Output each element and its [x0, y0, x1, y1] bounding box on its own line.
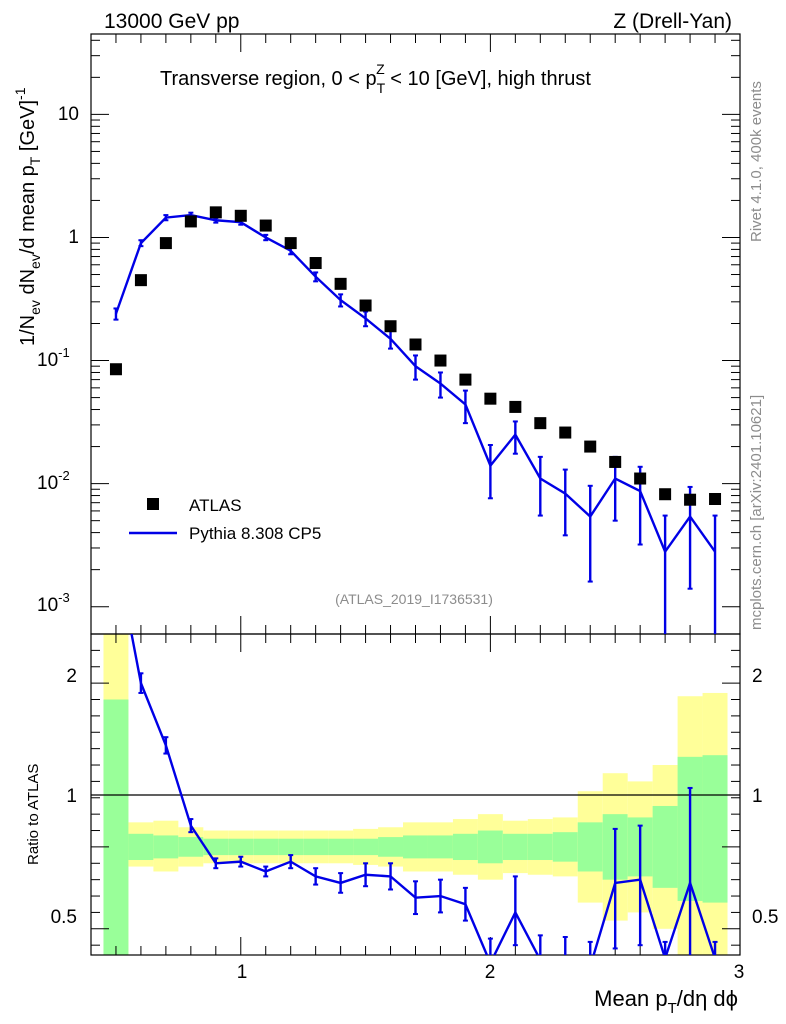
- atlas-data-point: [209, 206, 222, 219]
- axis-ticks: [90, 34, 741, 955]
- inner-band-bin: [328, 838, 354, 856]
- atlas-data-point: [434, 354, 447, 367]
- y-tick-label-10: 10: [58, 104, 79, 125]
- inner-band-bin: [577, 822, 603, 872]
- main-mc-series: [113, 211, 718, 634]
- inner-band-bin: [652, 805, 678, 888]
- ratio-tick-1-right: 1: [752, 786, 763, 807]
- inner-band-bin: [103, 699, 129, 955]
- x-tick-label-3: 3: [734, 962, 745, 983]
- main-data-series: [109, 206, 722, 506]
- legend-label-pythia: Pythia 8.308 CP5: [189, 524, 321, 543]
- atlas-data-point: [384, 320, 397, 333]
- inner-band-bin: [303, 838, 329, 856]
- y-tick-label-1e-2: 10-2: [37, 468, 70, 494]
- main-y-tick-labels: 10 1 10-1 10-2 10-3: [37, 104, 79, 616]
- atlas-data-point: [609, 455, 622, 468]
- atlas-data-point: [684, 493, 697, 506]
- y-tick-label-1: 1: [68, 227, 79, 248]
- legend-marker-atlas: [147, 498, 159, 510]
- x-tick-label-1: 1: [237, 962, 248, 983]
- inner-band-bin: [178, 837, 204, 857]
- inner-band-bin: [477, 830, 503, 864]
- x-axis-label: Mean pT/dη dϕ: [594, 986, 738, 1017]
- x-tick-label-2: 2: [485, 962, 496, 983]
- atlas-data-point: [484, 392, 497, 405]
- atlas-data-point: [284, 237, 297, 250]
- atlas-data-point: [584, 440, 597, 453]
- atlas-data-point: [709, 492, 722, 505]
- atlas-data-point: [109, 363, 122, 376]
- atlas-data-point: [159, 237, 172, 250]
- x-tick-labels: 1 2 3: [237, 962, 745, 983]
- atlas-data-point: [509, 400, 522, 413]
- inner-band-bin: [378, 837, 404, 857]
- ratio-tick-0.5-right: 0.5: [752, 907, 778, 928]
- legend: ATLAS Pythia 8.308 CP5: [129, 496, 321, 543]
- y-tick-label-1e-3: 10-3: [37, 590, 70, 616]
- inner-band-bin: [403, 835, 428, 859]
- analysis-id-label: (ATLAS_2019_I1736531): [335, 591, 493, 607]
- main-panel-title: Transverse region, 0 < pTZ < 10 [GeV], h…: [160, 61, 591, 96]
- atlas-data-point: [559, 426, 572, 439]
- ratio-tick-2-right: 2: [752, 666, 763, 687]
- main-y-axis-label: 1/Nev dNev/d mean pT [GeV]-1: [12, 87, 43, 346]
- atlas-data-point: [659, 488, 672, 501]
- process-label: Z (Drell-Yan): [613, 10, 732, 33]
- atlas-data-point: [134, 274, 147, 287]
- inner-band-bin: [552, 832, 578, 862]
- atlas-data-point: [634, 472, 647, 485]
- inner-band-bin: [452, 833, 478, 861]
- inner-band-bin: [228, 838, 254, 856]
- ratio-tick-0.5-left: 0.5: [51, 907, 77, 928]
- ratio-tick-2-left: 2: [66, 666, 77, 687]
- collision-label: 13000 GeV pp: [104, 10, 239, 33]
- y-tick-label-1e-1: 10-1: [37, 345, 70, 371]
- inner-band-bin: [353, 838, 379, 856]
- inner-band-bin: [278, 838, 304, 856]
- atlas-data-point: [184, 215, 197, 228]
- legend-label-atlas: ATLAS: [189, 496, 242, 515]
- inner-band-bin: [427, 835, 453, 859]
- atlas-data-point: [359, 299, 372, 312]
- inner-band-bin: [203, 838, 229, 856]
- inner-band-bin: [502, 833, 528, 861]
- ratio-y-axis-label: Ratio to ATLAS: [25, 764, 42, 865]
- inner-band-bin: [253, 838, 279, 856]
- inner-band-bin: [702, 755, 728, 903]
- mcplots-source-label: mcplots.cern.ch [arXiv:2401.10621]: [748, 395, 765, 630]
- inner-band-bin: [153, 835, 179, 859]
- atlas-data-point: [409, 338, 422, 351]
- ratio-tick-1-left: 1: [66, 786, 77, 807]
- atlas-data-point: [334, 277, 347, 290]
- atlas-data-point: [234, 209, 247, 222]
- atlas-data-point: [459, 373, 472, 386]
- inner-band-bin: [527, 833, 553, 861]
- ratio-y-tick-labels: 0.5 1 2 0.5 1 2: [51, 666, 779, 928]
- rivet-version-label: Rivet 4.1.0, 400k events: [748, 81, 765, 242]
- atlas-data-point: [534, 417, 547, 430]
- atlas-data-point: [259, 219, 272, 232]
- atlas-data-point: [309, 257, 322, 270]
- inner-band-bin: [128, 833, 154, 861]
- ratio-mc-series: [130, 634, 718, 955]
